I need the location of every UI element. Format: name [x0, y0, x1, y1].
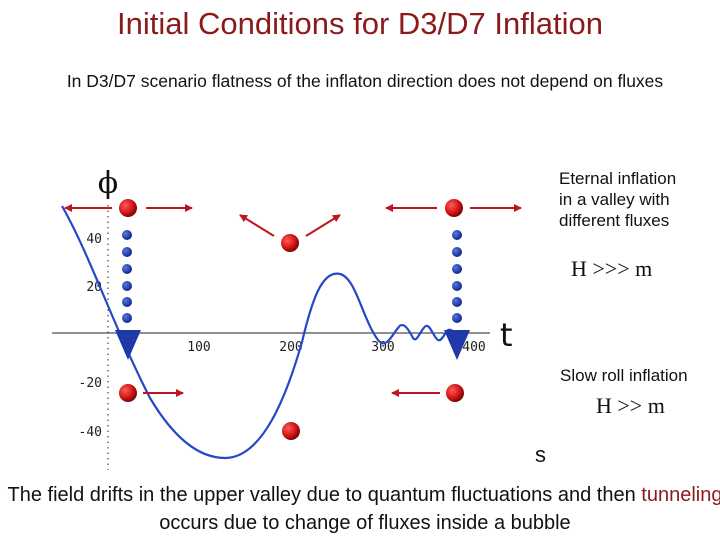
right-down-triangle-icon — [444, 330, 470, 360]
y-tick-label: 40 — [86, 232, 102, 247]
conclusion-text: The field drifts in the upper valley due… — [0, 481, 720, 537]
slide-subtitle: In D3/D7 scenario flatness of the inflat… — [66, 71, 664, 91]
x-tick-label: 300 — [371, 340, 394, 355]
ball-lower-center — [282, 422, 300, 440]
ball-upper-right — [445, 199, 463, 217]
left-down-triangle-icon — [115, 330, 141, 360]
note-line: Eternal inflation — [559, 169, 677, 188]
red-balls — [119, 199, 464, 440]
y-tick-label: -40 — [79, 425, 102, 440]
conclusion-part1: The field drifts in the upper valley due… — [7, 484, 636, 506]
note-line: different fluxes — [559, 211, 670, 230]
ball-lower-left — [119, 384, 137, 402]
h-greater-m-label: H >> m — [596, 393, 665, 418]
s-axis-label: s — [535, 442, 546, 467]
right-dot-column — [452, 230, 462, 323]
potential-curve — [61, 205, 461, 460]
x-tick-label: 400 — [462, 340, 485, 355]
t-axis-label: t — [500, 316, 513, 354]
arrow-icon — [305, 214, 341, 237]
tunneling-highlight: tunneling — [641, 484, 720, 506]
ball-lower-right — [446, 384, 464, 402]
slide-title: Initial Conditions for D3/D7 Inflation — [117, 6, 603, 41]
ball-upper-center — [281, 234, 299, 252]
h-much-greater-m-label: H >>> m — [571, 256, 653, 281]
phi-axis-label: ϕ — [98, 166, 118, 201]
ball-upper-left — [119, 199, 137, 217]
slow-roll-note: Slow roll inflation — [560, 366, 688, 385]
y-tick-label: -20 — [79, 376, 102, 391]
x-tick-label: 200 — [279, 340, 302, 355]
left-dot-column — [122, 230, 132, 323]
note-line: in a valley with — [559, 190, 670, 209]
x-tick-label: 100 — [187, 340, 210, 355]
arrow-icon — [239, 214, 275, 237]
conclusion-part2: occurs due to change of fluxes inside a … — [159, 512, 571, 534]
eternal-inflation-note: Eternal inflation in a valley with diffe… — [559, 168, 676, 231]
